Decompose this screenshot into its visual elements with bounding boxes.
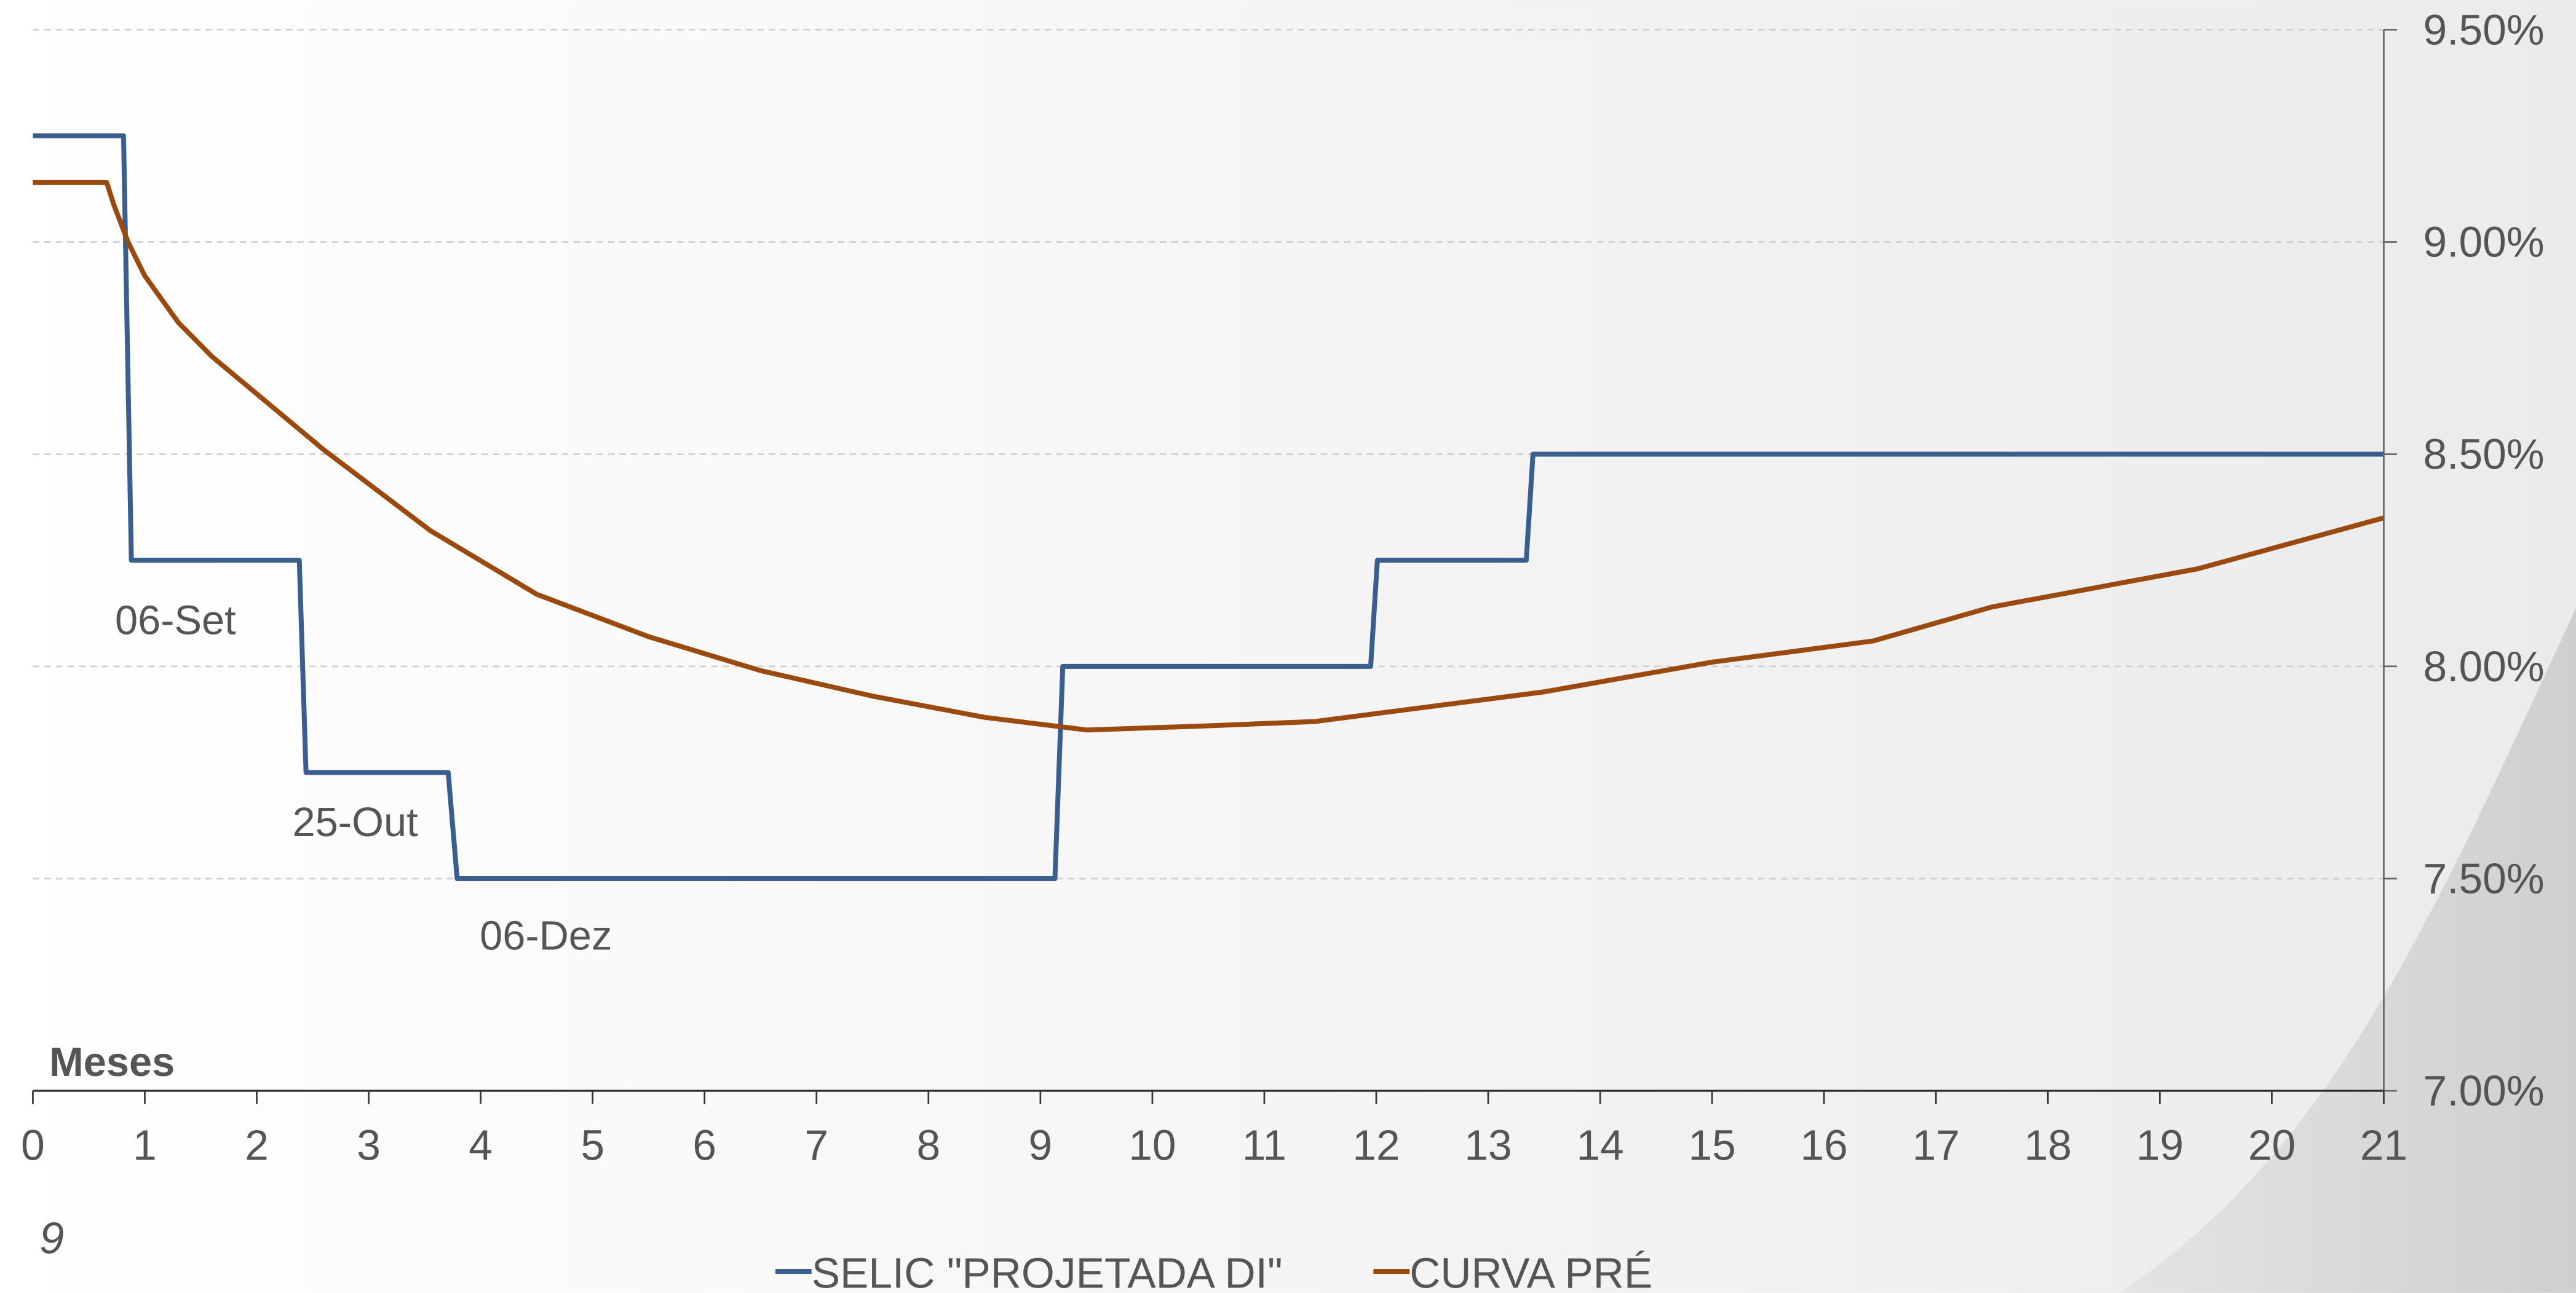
legend-label: SELIC "PROJETADA DI" <box>812 1249 1283 1293</box>
x-tick-label: 7 <box>804 1121 828 1169</box>
x-tick-label: 21 <box>2360 1121 2408 1169</box>
annotation: 06-Set <box>115 598 236 643</box>
x-tick-label: 12 <box>1352 1121 1400 1169</box>
x-tick-label: 13 <box>1464 1121 1512 1169</box>
decoration <box>2119 607 2576 1293</box>
y-tick-label: 8.00% <box>2423 643 2545 690</box>
series-line <box>33 180 2385 733</box>
x-tick-label: 0 <box>21 1121 45 1169</box>
x-tick-label: 19 <box>2136 1121 2184 1169</box>
x-tick-label: 11 <box>1242 1121 1286 1169</box>
x-tick-label: 1 <box>133 1121 157 1169</box>
x-tick-label: 8 <box>916 1121 940 1169</box>
page-number: 9 <box>39 1214 64 1263</box>
series-line <box>33 133 2384 881</box>
annotation: 25-Out <box>293 800 419 845</box>
legend-label: CURVA PRÉ <box>1409 1249 1652 1293</box>
x-tick-label: 14 <box>1576 1121 1623 1169</box>
y-tick-label: 7.50% <box>2423 855 2545 903</box>
x-tick-label: 9 <box>1029 1121 1053 1169</box>
x-tick-label: 18 <box>2024 1121 2072 1169</box>
x-tick-label: 16 <box>1801 1121 1848 1169</box>
x-tick-label: 2 <box>245 1121 269 1169</box>
x-axis-label: Meses <box>49 1040 175 1085</box>
y-tick-label: 8.50% <box>2423 430 2545 478</box>
y-tick-label: 9.50% <box>2423 6 2545 53</box>
x-tick-label: 5 <box>581 1121 604 1169</box>
x-tick-label: 15 <box>1689 1121 1736 1169</box>
x-tick-label: 6 <box>692 1121 716 1169</box>
y-tick-label: 7.00% <box>2423 1067 2545 1115</box>
x-tick-label: 4 <box>469 1121 493 1169</box>
y-tick-label: 9.00% <box>2423 218 2545 266</box>
x-tick-label: 17 <box>1912 1121 1960 1169</box>
x-tick-label: 20 <box>2248 1121 2296 1169</box>
x-tick-label: 10 <box>1128 1121 1176 1169</box>
x-tick-label: 3 <box>357 1121 381 1169</box>
annotation: 06-Dez <box>480 913 612 959</box>
